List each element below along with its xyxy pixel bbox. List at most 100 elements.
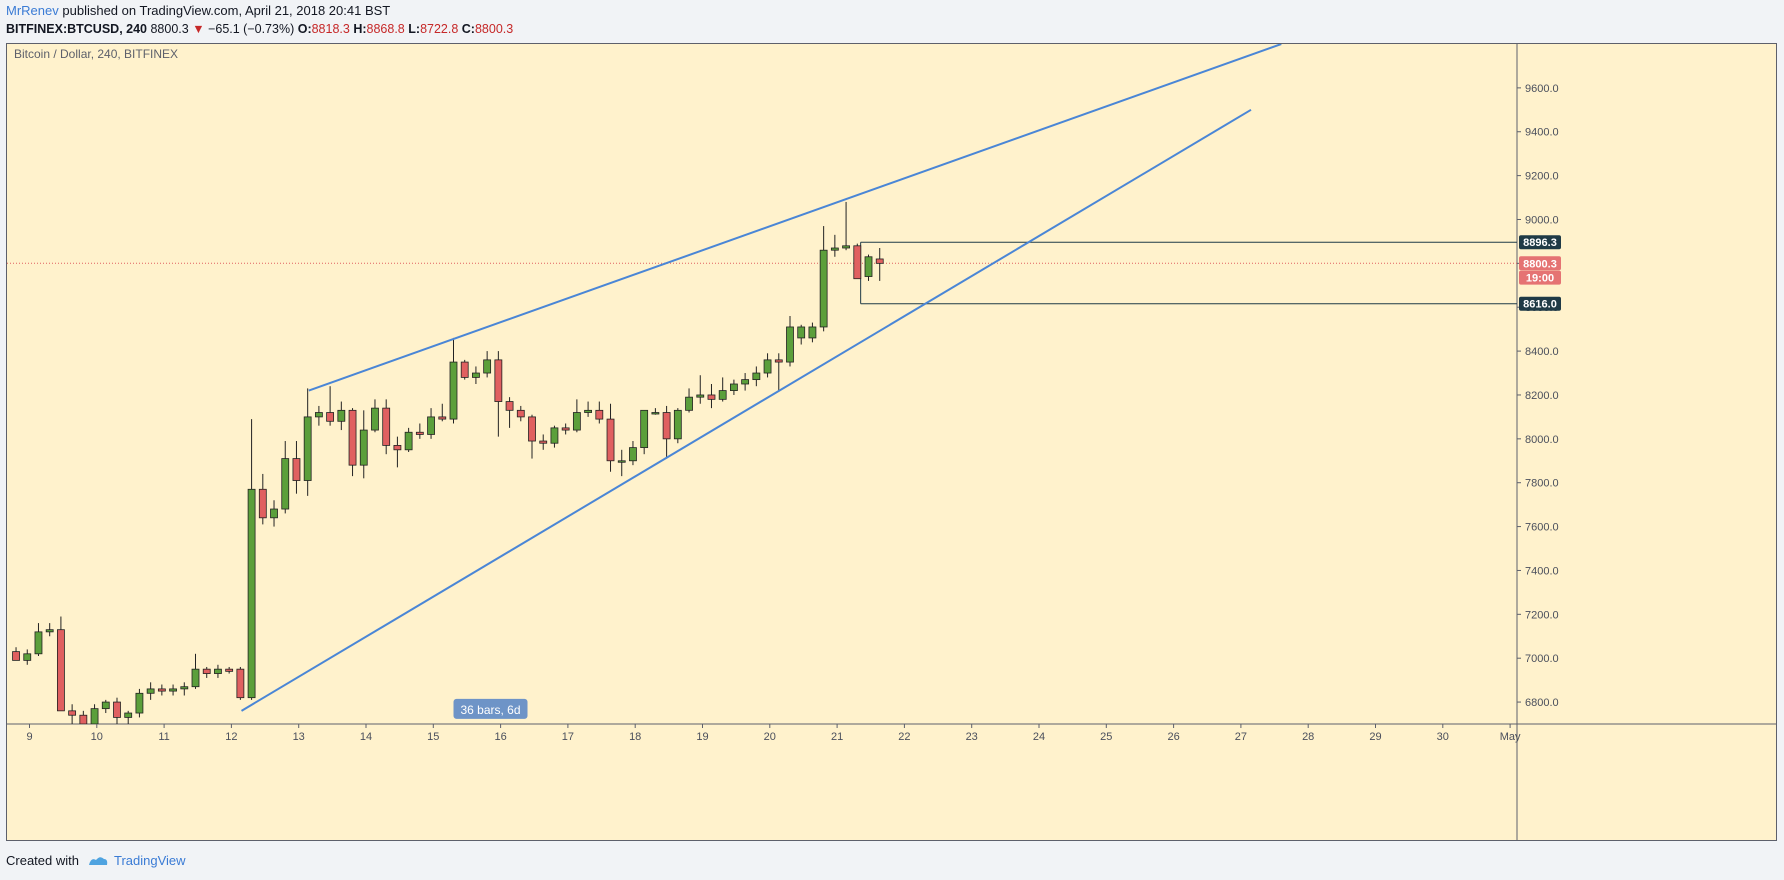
x-tick-label: 24 bbox=[1033, 731, 1045, 743]
candle-body bbox=[258, 488, 267, 519]
candle-body bbox=[516, 409, 525, 418]
x-tick-label: 30 bbox=[1437, 731, 1449, 743]
x-tick-label: 12 bbox=[225, 731, 237, 743]
candle-body bbox=[763, 359, 772, 374]
x-tick-label: 11 bbox=[158, 731, 169, 743]
candle-body bbox=[830, 247, 839, 251]
open-value: 8818.3 bbox=[311, 22, 350, 36]
candle-body bbox=[528, 416, 536, 442]
symbol-label: BITFINEX:BTCUSD, 240 bbox=[6, 22, 147, 36]
candle-body bbox=[572, 412, 581, 431]
trendline-lower bbox=[240, 108, 1252, 712]
close-label: C: bbox=[461, 22, 475, 36]
close-value: 8800.3 bbox=[474, 22, 514, 36]
candle-body bbox=[651, 412, 660, 415]
candle-body bbox=[12, 651, 20, 661]
open-label: O: bbox=[297, 22, 312, 36]
candle-body bbox=[494, 359, 503, 402]
y-tick-label: 8200.0 bbox=[1525, 390, 1559, 402]
y-tick-label: 9000.0 bbox=[1525, 214, 1559, 226]
candle-body bbox=[169, 688, 177, 692]
candle-body bbox=[359, 429, 368, 466]
candle-body bbox=[606, 418, 615, 462]
x-tick-label: 17 bbox=[562, 731, 574, 743]
candle-body bbox=[393, 445, 402, 451]
y-tick-label: 7800.0 bbox=[1525, 478, 1559, 490]
candle-body bbox=[236, 668, 245, 699]
candle-body bbox=[404, 431, 413, 451]
candle-body bbox=[371, 407, 379, 431]
candle-body bbox=[741, 379, 750, 385]
candle-body bbox=[438, 416, 447, 420]
candle-body bbox=[629, 447, 637, 462]
y-tick-label: 7600.0 bbox=[1525, 522, 1559, 534]
candle-body bbox=[875, 258, 884, 264]
tradingview-link[interactable]: TradingView bbox=[87, 853, 186, 868]
candle-body bbox=[303, 416, 312, 481]
tradingview-logo-icon bbox=[88, 856, 108, 865]
candle-body bbox=[113, 701, 121, 718]
candle-body bbox=[842, 245, 850, 249]
created-with-label: Created with bbox=[6, 853, 79, 868]
candle-body bbox=[505, 401, 514, 411]
price-axis-label-bg bbox=[1519, 256, 1561, 271]
y-tick-label: 9600.0 bbox=[1525, 83, 1559, 95]
candle-body bbox=[595, 409, 604, 420]
candle-body bbox=[101, 701, 110, 710]
price-axis-label-bg bbox=[1519, 270, 1561, 285]
x-tick-label: 27 bbox=[1235, 731, 1247, 743]
x-tick-label: 18 bbox=[629, 731, 641, 743]
candle-body bbox=[673, 409, 682, 440]
candle-body bbox=[853, 245, 862, 280]
price-axis-label-bg bbox=[1519, 235, 1561, 250]
x-tick-label: 10 bbox=[91, 731, 103, 743]
bars-badge-label: 36 bars, 6d bbox=[460, 703, 520, 717]
chart-panel[interactable]: Bitcoin / Dollar, 240, BITFINEX 6800.0 700… bbox=[6, 43, 1777, 841]
candle-body bbox=[135, 692, 144, 714]
high-value: 8868.8 bbox=[366, 22, 405, 36]
footer: Created with TradingView bbox=[6, 853, 186, 868]
candle-body bbox=[617, 460, 626, 463]
candle-body bbox=[718, 390, 727, 400]
trendline-upper bbox=[308, 44, 1282, 392]
candle-body bbox=[90, 708, 99, 724]
candle-body bbox=[247, 488, 256, 699]
candle-body bbox=[640, 409, 649, 449]
x-tick-label: 15 bbox=[427, 731, 439, 743]
author-link[interactable]: MrRenev bbox=[6, 3, 59, 18]
candle-body bbox=[472, 372, 480, 378]
x-tick-label: 28 bbox=[1302, 731, 1314, 743]
low-label: L: bbox=[408, 22, 421, 36]
candle-body bbox=[326, 412, 335, 422]
candle-body bbox=[79, 714, 88, 724]
price-change: −65.1 (−0.73%) bbox=[208, 22, 295, 36]
candle-body bbox=[808, 326, 817, 339]
candle-body bbox=[415, 431, 424, 435]
bars-badge bbox=[453, 698, 528, 719]
candle-body bbox=[337, 409, 346, 422]
y-tick-label: 9400.0 bbox=[1525, 127, 1559, 139]
candle-body bbox=[460, 361, 469, 378]
x-tick-label: 22 bbox=[898, 731, 910, 743]
x-tick-label: May bbox=[1500, 731, 1521, 743]
x-tick-label: 20 bbox=[764, 731, 776, 743]
candle-body bbox=[797, 326, 806, 339]
x-tick-label: 21 bbox=[831, 731, 843, 743]
price-chart[interactable]: Bitcoin / Dollar, 240, BITFINEX 6800.0 700… bbox=[7, 44, 1776, 840]
candle-body bbox=[774, 359, 783, 363]
candle-body bbox=[752, 372, 761, 381]
candle-body bbox=[314, 412, 323, 418]
y-tick-label: 9200.0 bbox=[1525, 171, 1559, 183]
candle-body bbox=[730, 383, 738, 391]
candle-body bbox=[685, 396, 693, 411]
y-tick-label: 7000.0 bbox=[1525, 653, 1559, 665]
x-tick-label: 25 bbox=[1100, 731, 1112, 743]
x-tick-label: 16 bbox=[494, 731, 506, 743]
candle-body bbox=[146, 688, 155, 694]
candle-body bbox=[214, 668, 222, 674]
candle-body bbox=[57, 629, 65, 712]
candle-body bbox=[23, 653, 32, 661]
x-tick-label: 26 bbox=[1167, 731, 1179, 743]
candle-body bbox=[449, 361, 458, 420]
candle-body bbox=[864, 256, 873, 277]
